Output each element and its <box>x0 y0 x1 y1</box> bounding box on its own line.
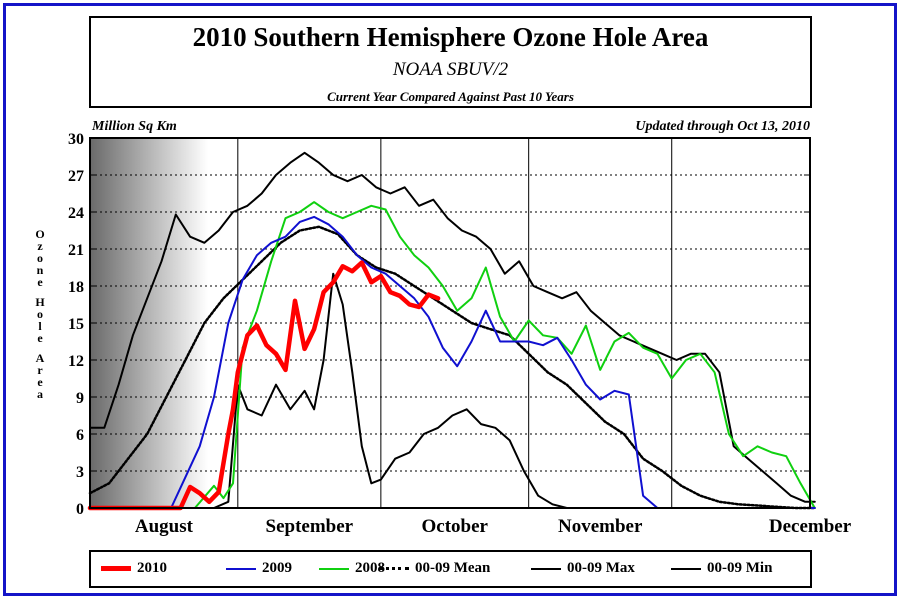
chart-subtitle-2: Current Year Compared Against Past 10 Ye… <box>327 89 574 104</box>
legend-swatch-2008 <box>319 567 349 570</box>
y-axis-title-char: o <box>37 251 43 265</box>
y-tick-label: 15 <box>68 316 84 333</box>
series-line-00-09-mean <box>88 225 817 510</box>
y-axis-title-char: o <box>37 307 43 321</box>
legend-label-max: 00-09 Max <box>567 560 635 577</box>
legend-swatch-mean <box>379 567 409 571</box>
legend-label-2008: 2008 <box>355 560 385 577</box>
title-box: 2010 Southern Hemisphere Ozone Hole Area… <box>89 16 812 108</box>
august-shading <box>90 138 208 508</box>
x-month-label: August <box>135 516 194 537</box>
y-tick-label: 24 <box>68 205 84 222</box>
legend: 2010 2009 2008 00-09 Mean 00-09 Max 00-0… <box>89 550 812 588</box>
y-axis-title-char: O <box>35 227 44 241</box>
legend-item-2008: 2008 <box>319 560 385 578</box>
outer-frame <box>3 3 897 596</box>
y-axis-title-char: e <box>37 275 43 289</box>
y-tick-label: 9 <box>76 390 84 407</box>
x-month-label: October <box>422 516 489 537</box>
y-axis-title-char: e <box>37 375 43 389</box>
y-axis-title-char: r <box>37 363 43 377</box>
legend-swatch-min <box>671 567 701 570</box>
legend-label-min: 00-09 Min <box>707 560 773 577</box>
updated-label: Updated through Oct 13, 2010 <box>635 119 810 134</box>
y-tick-label: 27 <box>68 168 84 185</box>
chart-subtitle: NOAA SBUV/2 <box>392 59 509 80</box>
y-tick-label: 21 <box>68 242 84 259</box>
legend-item-2010: 2010 <box>101 560 167 578</box>
x-month-label: December <box>769 516 852 537</box>
y-tick-label: 18 <box>68 279 84 296</box>
y-axis-title-char: a <box>37 387 43 401</box>
units-label: Million Sq Km <box>91 119 177 134</box>
legend-swatch-max <box>531 567 561 570</box>
legend-item-mean: 00-09 Mean <box>379 560 490 578</box>
x-month-label: September <box>266 516 354 537</box>
legend-swatch-2009 <box>226 567 256 570</box>
y-tick-label: 12 <box>68 353 84 370</box>
y-tick-label: 6 <box>76 427 84 444</box>
legend-label-2009: 2009 <box>262 560 292 577</box>
y-axis-title-char: z <box>37 239 43 253</box>
legend-item-max: 00-09 Max <box>531 560 635 578</box>
legend-item-min: 00-09 Min <box>671 560 772 578</box>
y-axis-title-char: n <box>37 263 44 277</box>
chart-title: 2010 Southern Hemisphere Ozone Hole Area <box>192 22 709 52</box>
legend-item-2009: 2009 <box>226 560 292 578</box>
y-axis-title-char: A <box>36 351 45 365</box>
series-line-2009 <box>89 215 816 509</box>
plot-border <box>89 137 811 509</box>
y-tick-label: 3 <box>76 464 84 481</box>
legend-label-mean: 00-09 Mean <box>415 560 491 577</box>
y-axis-title-char: l <box>38 319 42 333</box>
legend-swatch-2010 <box>101 566 131 572</box>
series-line-2010 <box>87 260 441 511</box>
y-axis-title-char: H <box>35 295 45 309</box>
y-axis-title-char: e <box>37 331 43 345</box>
y-tick-label: 0 <box>76 501 84 518</box>
series-line-00-09-min <box>89 272 816 509</box>
y-tick-label: 30 <box>68 131 84 148</box>
x-month-label: November <box>558 516 643 537</box>
legend-label-2010: 2010 <box>137 560 167 577</box>
